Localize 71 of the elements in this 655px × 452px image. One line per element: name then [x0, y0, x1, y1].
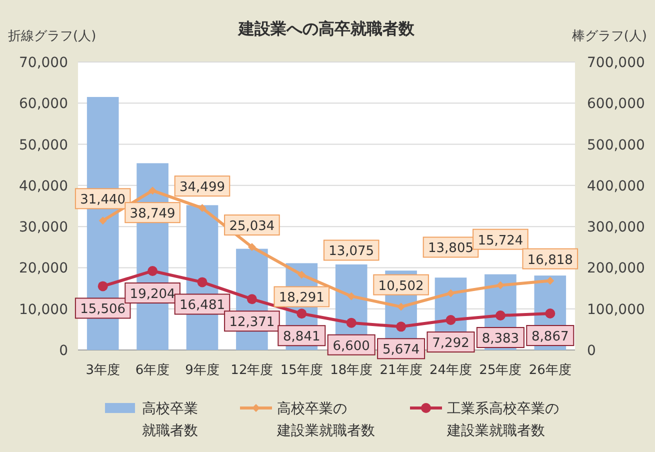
data-label: 8,841 [283, 330, 320, 345]
data-label: 8,867 [532, 330, 569, 345]
data-label: 15,724 [478, 233, 524, 248]
data-label: 13,805 [428, 241, 474, 256]
legend-label: 高校卒業の建設業就職者数 [276, 401, 375, 439]
point [496, 281, 504, 290]
point [296, 308, 307, 319]
point [495, 310, 506, 321]
y-tick-label: 50,000 [19, 137, 68, 154]
y2-tick-label: 100,000 [587, 302, 645, 318]
x-tick-label: 26年度 [528, 362, 572, 378]
data-label: 38,749 [130, 206, 176, 222]
data-label: 16,818 [527, 252, 573, 268]
x-tick-label: 24年度 [429, 362, 472, 378]
point [198, 204, 206, 212]
point [98, 216, 107, 225]
data-label: 13,075 [328, 244, 374, 260]
y2-tick-label: 200,000 [587, 260, 645, 277]
point [148, 266, 158, 276]
y-axis-title: 折線グラフ(人) [8, 29, 96, 44]
x-tick-label: 6年度 [135, 362, 170, 378]
point [346, 318, 356, 328]
y2-tick-label: 500,000 [587, 137, 645, 154]
data-label: 16,481 [180, 298, 225, 314]
point [298, 270, 306, 279]
chart-title: 建設業への高卒就職者数 [236, 19, 416, 38]
y2-tick-label: 400,000 [587, 178, 645, 194]
point [397, 302, 406, 311]
y2-tick-label: 600,000 [587, 96, 645, 112]
data-label: 12,371 [229, 315, 275, 330]
data-label: 5,674 [382, 342, 420, 358]
x-tick-label: 21年度 [380, 362, 422, 378]
x-tick-label: 25年度 [479, 362, 522, 378]
point [446, 315, 456, 325]
data-label: 15,506 [80, 302, 126, 318]
x-tick-label: 12年度 [230, 362, 274, 378]
y-tick-label: 30,000 [19, 220, 68, 236]
data-label: 19,204 [130, 286, 176, 302]
x-tick-label: 3年度 [86, 362, 120, 378]
data-label: 7,292 [432, 336, 470, 351]
x-tick-label: 9年度 [185, 362, 220, 378]
y-tick-label: 0 [59, 343, 68, 359]
point [197, 277, 208, 288]
data-label: 31,440 [80, 192, 126, 208]
legend-label: 工業系高校卒業の建設業就職者数 [446, 401, 559, 439]
x-tick-label: 18年度 [330, 362, 373, 378]
y2-axis-title: 棒グラフ(人) [572, 29, 647, 44]
y2-tick-label: 300,000 [587, 220, 645, 236]
y-tick-label: 40,000 [19, 178, 68, 194]
data-label: 6,600 [332, 338, 370, 354]
point [545, 308, 556, 319]
y-tick-label: 60,000 [19, 96, 68, 112]
point [148, 186, 157, 195]
data-label: 34,499 [180, 180, 225, 196]
point [446, 289, 455, 298]
y2-tick-label: 700,000 [587, 55, 645, 71]
data-label: 25,034 [229, 219, 275, 234]
y-tick-label: 20,000 [19, 260, 68, 277]
y-tick-label: 70,000 [19, 55, 68, 71]
y2-tick-label: 0 [587, 343, 596, 359]
point [347, 292, 356, 300]
point [396, 322, 406, 332]
y-tick-label: 10,000 [19, 302, 68, 318]
data-label: 10,502 [378, 278, 424, 294]
legend-label: 高校卒業就職者数 [142, 401, 198, 439]
point [246, 294, 257, 304]
point [98, 281, 108, 292]
point [248, 243, 256, 252]
data-label: 8,383 [482, 332, 520, 347]
x-tick-label: 15年度 [280, 362, 323, 378]
data-label: 18,291 [278, 290, 324, 306]
